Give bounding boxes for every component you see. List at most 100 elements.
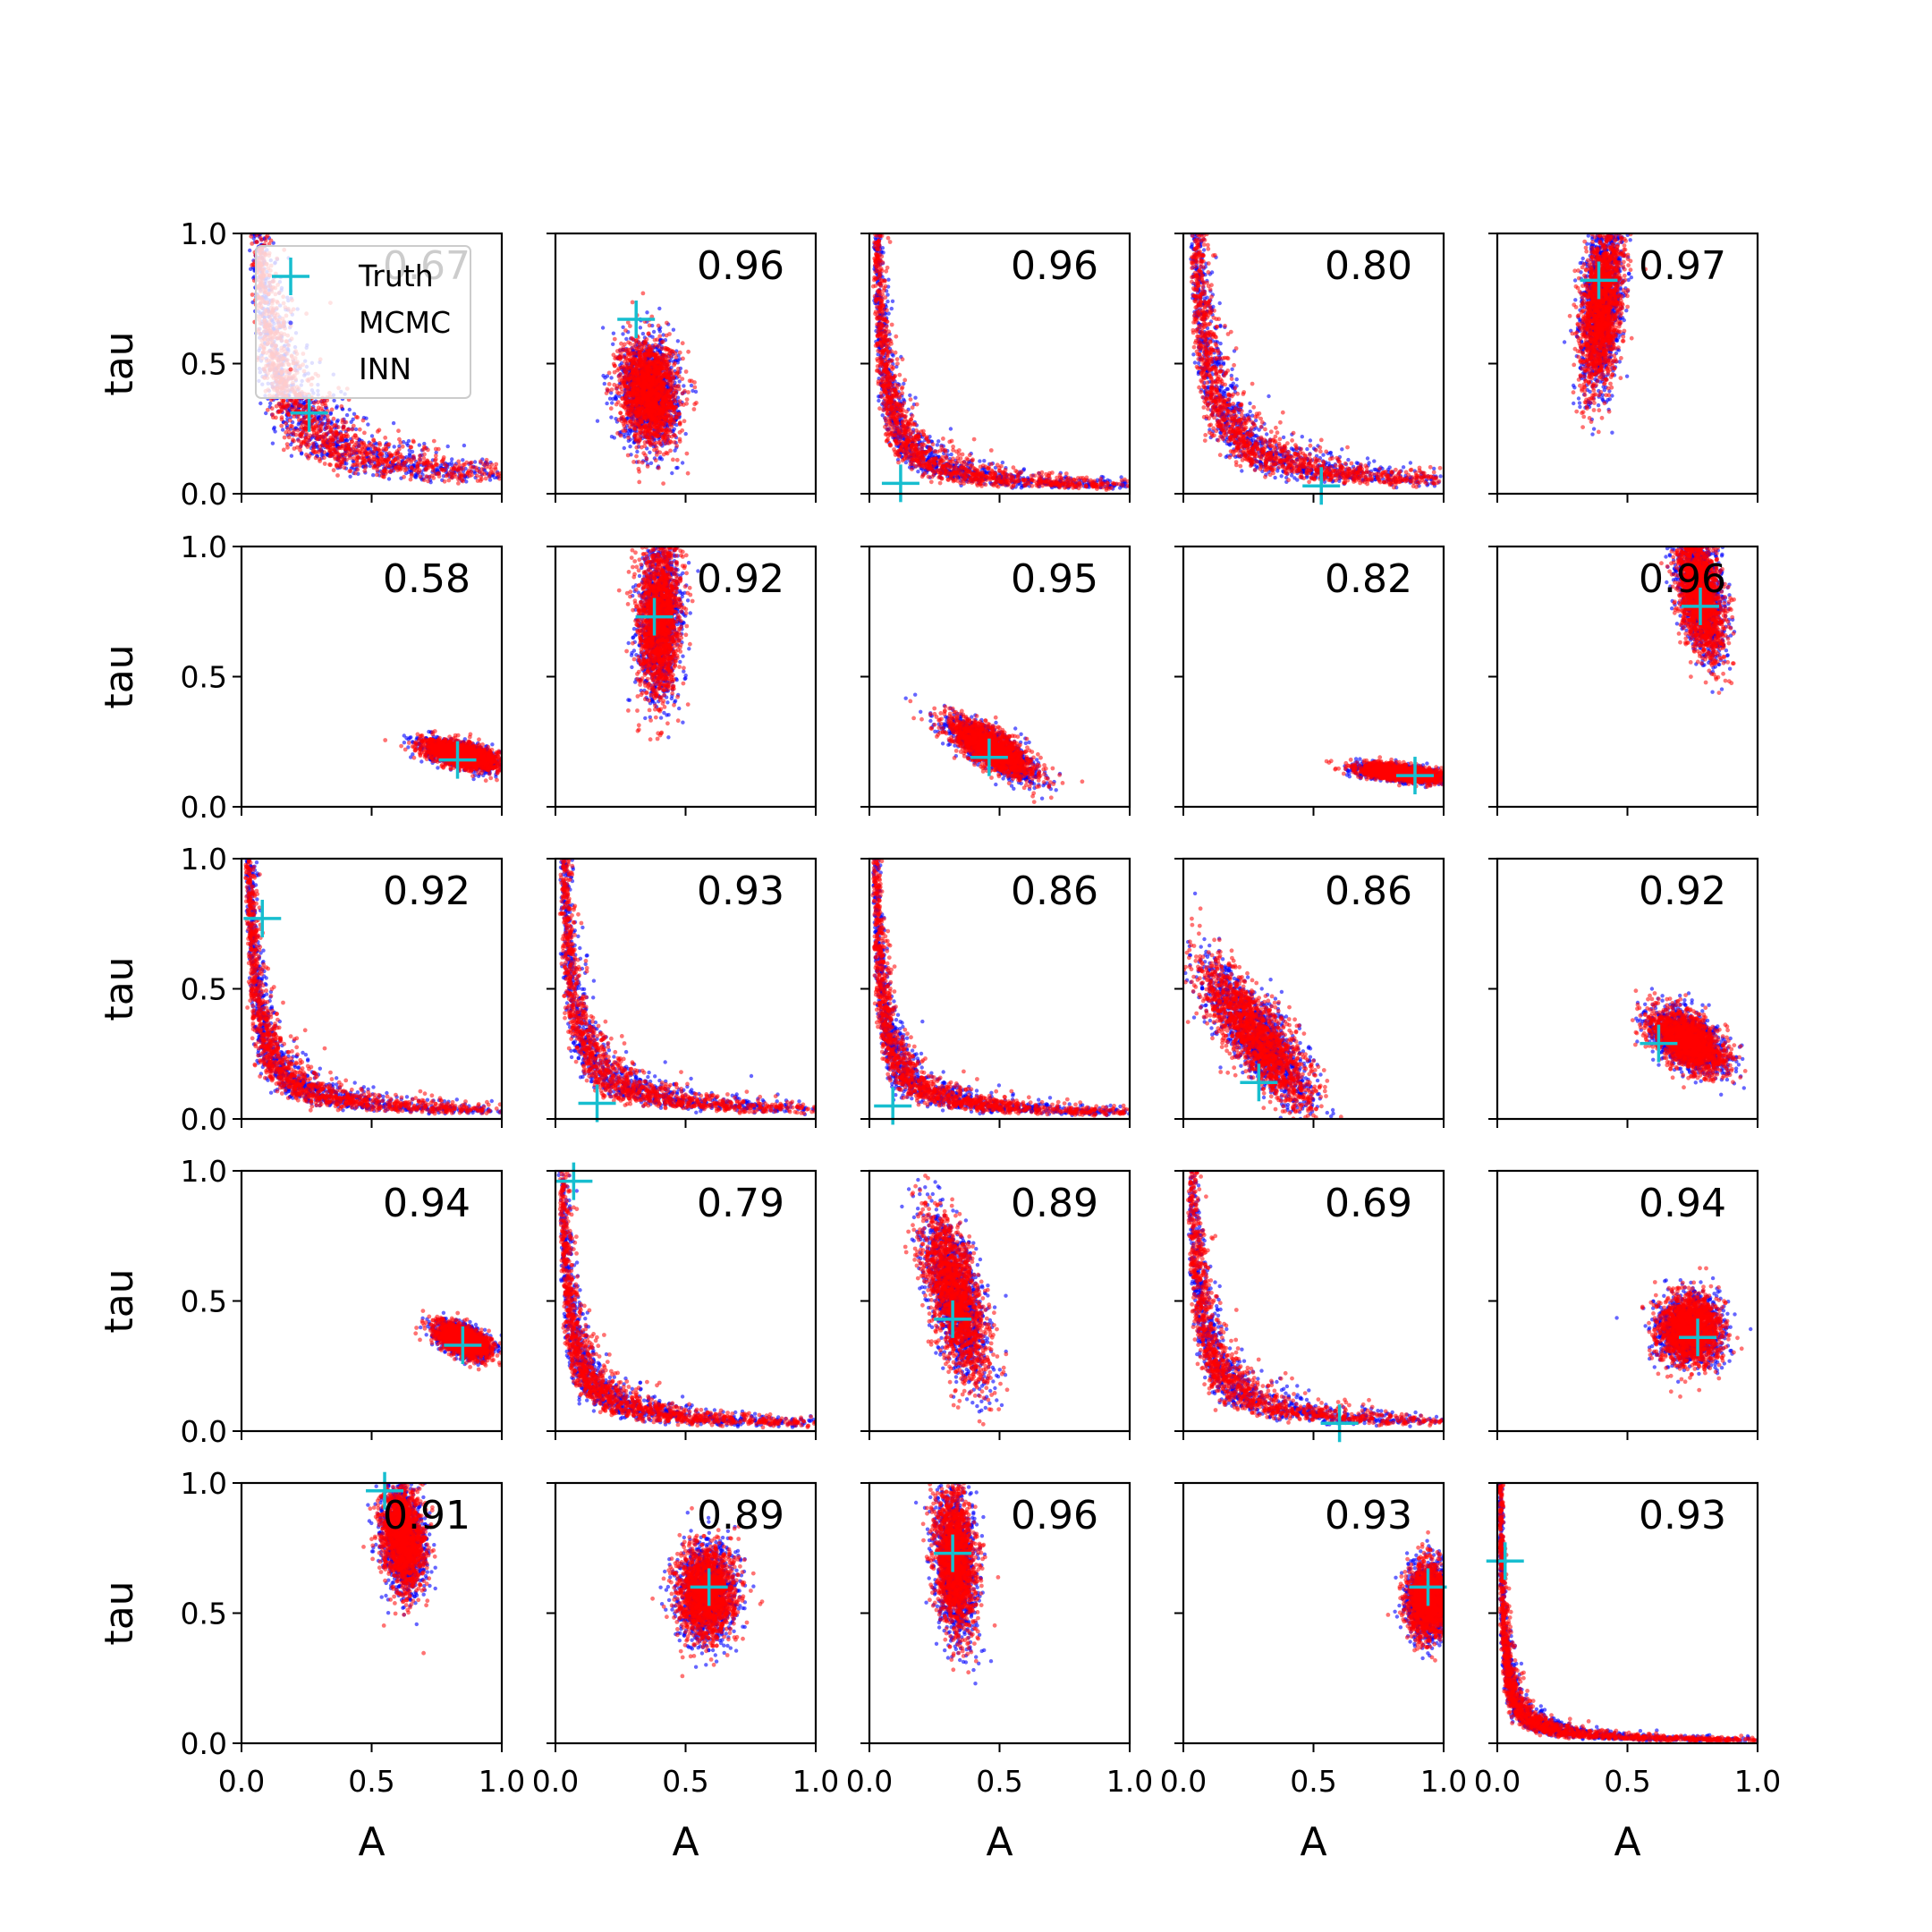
inn-point [675, 458, 680, 462]
inn-point [380, 474, 385, 479]
mcmc-point [645, 310, 648, 314]
inn-point [619, 352, 623, 356]
mcmc-point [281, 428, 284, 431]
inn-point [283, 436, 287, 440]
inn-point [631, 301, 635, 305]
inn-point [620, 396, 624, 401]
inn-point [631, 354, 635, 359]
inn-point [287, 435, 292, 439]
inn-point [480, 467, 485, 471]
inn-point [686, 390, 691, 394]
inn-point [326, 418, 331, 422]
inn-point [353, 471, 358, 476]
inn-point [362, 469, 367, 473]
inn-point [310, 419, 315, 423]
inn-point [388, 453, 393, 458]
mcmc-point [684, 432, 688, 436]
mcmc-point [621, 332, 624, 335]
inn-point [662, 453, 666, 457]
mcmc-point [332, 399, 335, 402]
inn-point [637, 350, 641, 354]
inn-point [640, 419, 644, 424]
inn-point [445, 464, 449, 469]
inn-point [409, 445, 413, 450]
mcmc-point [658, 329, 662, 333]
inn-point [344, 452, 349, 456]
inn-point [457, 463, 462, 468]
inn-point [410, 466, 414, 470]
inn-point [409, 478, 413, 482]
inn-point [361, 419, 366, 423]
inn-point [676, 370, 681, 375]
inn-point [617, 375, 622, 379]
inn-point [622, 379, 626, 384]
inn-point [284, 421, 288, 426]
mcmc-point [676, 339, 680, 343]
inn-point [345, 434, 350, 438]
inn-point [426, 448, 430, 453]
inn-point [678, 351, 682, 355]
inn-point [402, 462, 407, 466]
inn-point [681, 357, 685, 361]
inn-point [619, 342, 623, 346]
inn-point [362, 431, 367, 436]
inn-point [431, 476, 436, 480]
mcmc-point [603, 382, 606, 386]
inn-point [391, 459, 395, 463]
inn-point [358, 449, 362, 453]
inn-point [318, 457, 322, 462]
mcmc-point [658, 455, 662, 459]
inn-point [456, 481, 461, 486]
inn-point [376, 429, 380, 434]
mcmc-point [639, 326, 642, 329]
inn-point [642, 339, 647, 343]
mcmc-point [297, 422, 301, 426]
inn-point [625, 411, 630, 415]
inn-point [613, 364, 617, 369]
inn-point [369, 453, 373, 457]
inn-point [633, 431, 638, 436]
inn-point [357, 445, 361, 449]
inn-point [421, 456, 426, 461]
inn-point [626, 453, 631, 458]
mcmc-point [614, 395, 617, 399]
inn-point [479, 475, 483, 479]
inn-point [355, 415, 360, 419]
inn-point [300, 442, 304, 446]
mcmc-point [648, 451, 651, 454]
inn-point [419, 475, 423, 479]
inn-point [292, 414, 296, 419]
inn-point [369, 462, 374, 466]
inn-point [445, 473, 450, 478]
inn-point [450, 474, 454, 479]
inn-point [483, 472, 487, 477]
inn-point [292, 428, 296, 433]
inn-point [646, 464, 650, 469]
inn-point [426, 479, 430, 484]
inn-point [342, 465, 346, 470]
inn-point [397, 447, 402, 452]
inn-point [692, 407, 697, 411]
inn-point [692, 386, 697, 390]
inn-point [344, 442, 349, 446]
inn-point [374, 446, 378, 451]
inn-point [674, 415, 678, 419]
inn-point [284, 430, 288, 435]
inn-point [642, 444, 647, 448]
inn-point [318, 435, 322, 439]
inn-point [295, 404, 300, 409]
inn-point [640, 461, 645, 465]
inn-point [312, 401, 317, 405]
inn-point [656, 434, 660, 438]
inn-point [285, 402, 290, 406]
inn-point [627, 374, 631, 378]
inn-point [303, 428, 308, 433]
inn-point [485, 462, 489, 466]
inn-point [266, 408, 270, 412]
mcmc-point [366, 422, 369, 426]
inn-point [622, 421, 626, 426]
inn-point [335, 430, 339, 435]
inn-point [617, 392, 622, 396]
inn-point [319, 399, 324, 403]
